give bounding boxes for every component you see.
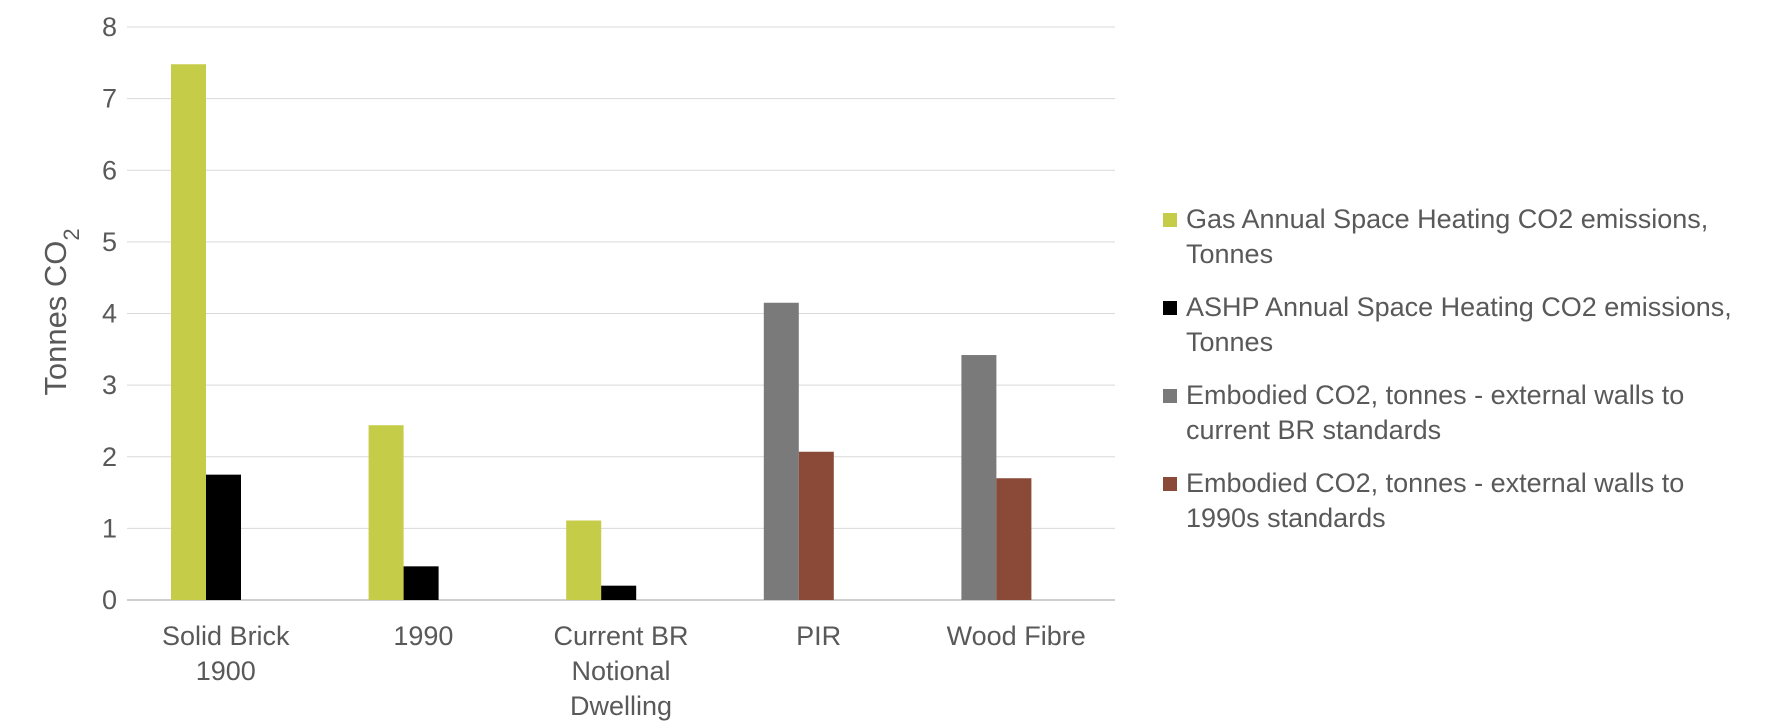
bar bbox=[566, 520, 602, 600]
bar bbox=[798, 451, 834, 600]
y-tick-label: 7 bbox=[102, 84, 117, 114]
legend-swatch bbox=[1163, 389, 1177, 403]
y-tick-label: 5 bbox=[102, 227, 117, 257]
bar bbox=[961, 355, 997, 600]
x-tick-label: Current BR Notional Dwelling bbox=[553, 621, 688, 721]
y-tick-labels: 0 1 2 3 4 5 6 7 8 bbox=[102, 12, 117, 615]
bar bbox=[171, 64, 206, 601]
x-tick-labels: Solid Brick 1900 1990 Current BR Notional Dwe… bbox=[162, 621, 1086, 721]
legend-item: Embodied CO2, tonnes - external walls to… bbox=[1163, 378, 1753, 448]
gridlines bbox=[127, 26, 1115, 601]
x-tick-label: Solid Brick 1900 bbox=[162, 621, 290, 686]
y-tick-label: 3 bbox=[102, 370, 117, 400]
y-tick-label: 4 bbox=[102, 299, 117, 329]
bar bbox=[601, 585, 637, 600]
y-tick-label: 8 bbox=[102, 12, 117, 42]
x-tick-label: 1990 bbox=[393, 621, 453, 651]
legend-label: ASHP Annual Space Heating CO2 emissions,… bbox=[1186, 292, 1732, 357]
legend-item: Embodied CO2, tonnes - external walls to… bbox=[1163, 466, 1753, 536]
bar bbox=[368, 425, 404, 600]
y-tick-label: 0 bbox=[102, 585, 117, 615]
legend-item: ASHP Annual Space Heating CO2 emissions,… bbox=[1163, 290, 1753, 360]
bar bbox=[403, 566, 439, 600]
x-tick-label: Wood Fibre bbox=[947, 621, 1086, 651]
bar bbox=[763, 302, 799, 600]
legend-swatch bbox=[1163, 301, 1177, 315]
legend-label: Embodied CO2, tonnes - external walls to… bbox=[1186, 468, 1685, 533]
legend-item: Gas Annual Space Heating CO2 emissions, … bbox=[1163, 202, 1753, 272]
legend-label: Embodied CO2, tonnes - external walls to… bbox=[1186, 380, 1685, 445]
bar bbox=[206, 474, 241, 600]
legend: Gas Annual Space Heating CO2 emissions, … bbox=[1163, 202, 1753, 554]
bar bbox=[996, 478, 1032, 600]
legend-label: Gas Annual Space Heating CO2 emissions, … bbox=[1186, 204, 1709, 269]
bars bbox=[171, 64, 1032, 601]
y-tick-label: 2 bbox=[102, 442, 117, 472]
y-tick-label: 1 bbox=[102, 513, 117, 543]
legend-swatch bbox=[1163, 213, 1177, 227]
y-tick-label: 6 bbox=[102, 155, 117, 185]
y-axis-title: Tonnes CO2 bbox=[38, 228, 84, 395]
legend-swatch bbox=[1163, 477, 1177, 491]
x-tick-label: PIR bbox=[796, 621, 841, 651]
